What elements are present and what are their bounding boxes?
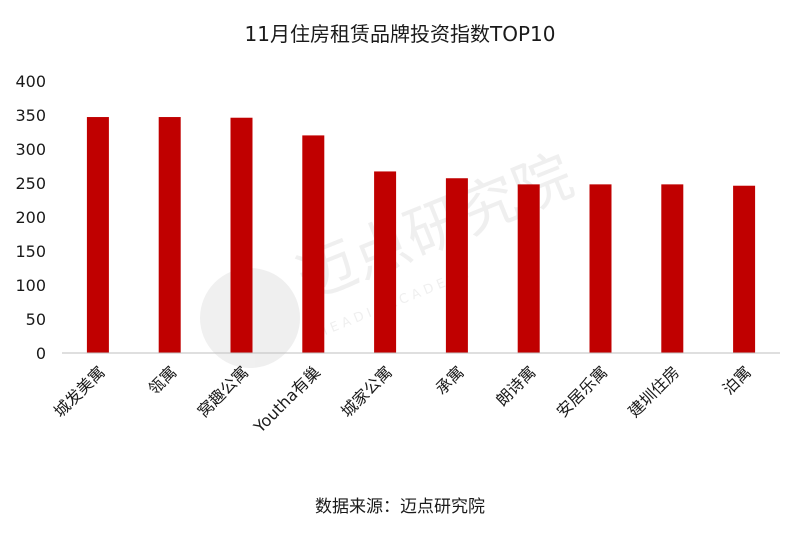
bar <box>733 185 756 353</box>
y-tick-label: 400 <box>15 72 46 91</box>
y-tick-label: 150 <box>15 242 46 261</box>
x-tick-label: 安居乐寓 <box>553 362 612 421</box>
x-tick-label: 建圳住房 <box>624 362 683 421</box>
x-tick-label: 城发美寓 <box>50 362 109 421</box>
bar <box>230 117 253 353</box>
x-tick-label: 承寓 <box>432 362 468 398</box>
x-tick-label: 窝趣公寓 <box>194 362 253 421</box>
y-tick-label: 50 <box>26 310 46 329</box>
x-tick-label: Youtha有巢 <box>249 362 324 437</box>
x-tick-label: 城家公寓 <box>337 362 396 421</box>
y-tick-label: 350 <box>15 106 46 125</box>
bars <box>86 117 756 353</box>
bar <box>158 117 181 353</box>
bar <box>86 117 109 353</box>
bar <box>517 184 540 353</box>
y-axis: 0 50 100 150 200 250 300 350 400 <box>15 72 46 363</box>
y-tick-label: 250 <box>15 174 46 193</box>
y-tick-label: 300 <box>15 140 46 159</box>
bar <box>589 184 612 353</box>
y-tick-label: 100 <box>15 276 46 295</box>
bar <box>302 135 325 353</box>
y-tick-label: 200 <box>15 208 46 227</box>
x-tick-label: 瓴寓 <box>144 362 180 398</box>
source-note: 数据来源：迈点研究院 <box>315 497 485 517</box>
bar <box>374 171 397 353</box>
y-tick-label: 0 <box>36 344 46 363</box>
chart-title: 11月住房租赁品牌投资指数TOP10 <box>244 22 556 46</box>
bar <box>445 178 468 353</box>
x-tick-label: 泊寓 <box>719 362 755 398</box>
bar <box>661 184 684 353</box>
x-tick-label: 朗诗寓 <box>492 362 539 409</box>
